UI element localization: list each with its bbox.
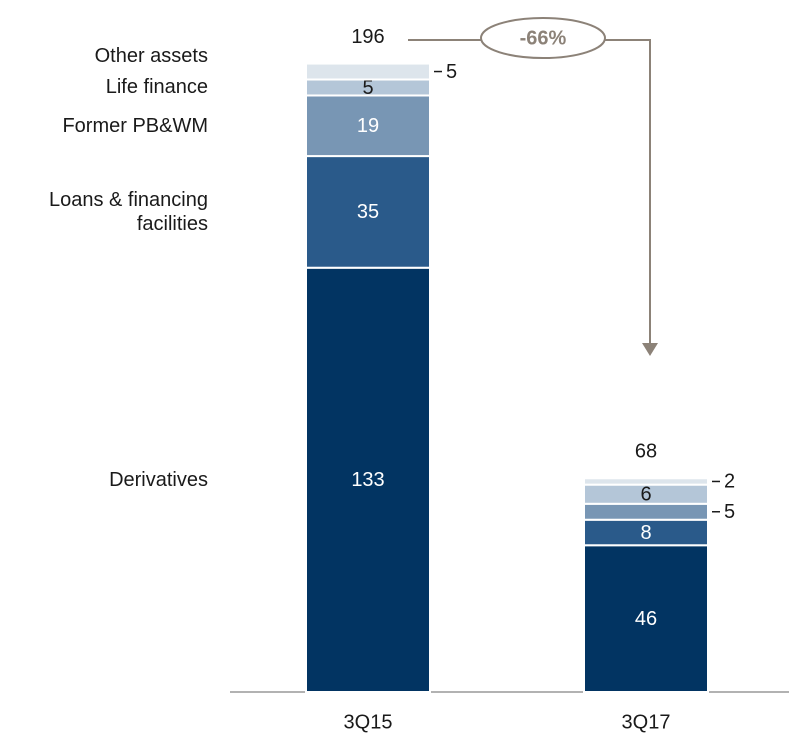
annotation-bubble	[480, 17, 606, 59]
legend-label: Derivatives	[109, 468, 208, 491]
value-label: 5	[446, 61, 457, 83]
arrow	[408, 39, 651, 345]
x-tick-label: 3Q17	[622, 711, 671, 733]
bar-segment	[305, 155, 431, 269]
value-label: 19	[357, 115, 379, 137]
total-label: 196	[351, 26, 384, 48]
x-tick-label: 3Q15	[344, 711, 393, 733]
bar-segment	[305, 62, 431, 81]
value-label: 5	[724, 501, 735, 523]
value-label: 35	[357, 201, 379, 223]
value-label: 8	[640, 522, 651, 544]
value-label: 6	[640, 484, 651, 506]
legend-label: Loans & financing facilities	[48, 188, 208, 235]
value-label: 46	[635, 608, 657, 630]
value-label: 133	[351, 469, 384, 491]
annotation: -66%	[520, 27, 567, 49]
bar-segment	[583, 544, 709, 694]
value-label: 5	[362, 77, 373, 99]
legend-label: Life finance	[105, 76, 208, 99]
bar-segment	[583, 477, 709, 486]
value-label: 2	[724, 471, 735, 493]
legend-label: Other assets	[94, 45, 208, 68]
arrow-head	[642, 343, 658, 356]
legend-label: Former PB&WM	[62, 114, 208, 137]
total-label: 68	[635, 441, 657, 463]
bar-segment	[583, 502, 709, 521]
bar-segment	[305, 266, 431, 693]
